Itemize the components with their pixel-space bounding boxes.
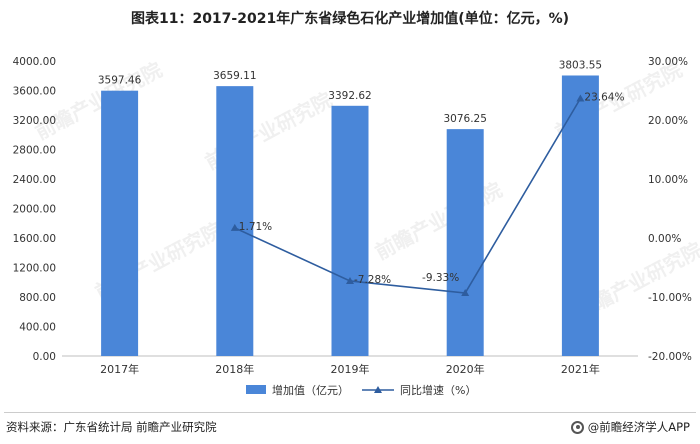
bar — [561, 75, 599, 356]
bar-value-label: 3392.62 — [328, 90, 371, 102]
growth-value-label: -7.28% — [354, 274, 391, 286]
x-tick-label: 2017年 — [100, 362, 139, 376]
bar-value-label: 3803.55 — [559, 59, 602, 71]
growth-marker — [346, 276, 354, 284]
y-right-tick-label: 10.00% — [648, 174, 688, 186]
y-left-tick-label: 800.00 — [19, 292, 56, 304]
legend-line-marker — [374, 386, 382, 393]
brand-tag: @前瞻经济学人APP — [570, 419, 690, 435]
y-left-tick-label: 0.00 — [33, 351, 56, 363]
y-left-tick-label: 2000.00 — [13, 204, 56, 216]
y-left-tick-label: 2800.00 — [13, 145, 56, 157]
watermark-text: 前瞻产业研究院 — [31, 57, 166, 144]
footer-divider — [4, 412, 696, 413]
legend-bar-swatch — [246, 385, 266, 394]
x-tick-label: 2018年 — [215, 362, 254, 376]
bar — [446, 129, 484, 356]
growth-marker — [576, 94, 585, 102]
bar-value-label: 3076.25 — [443, 113, 486, 125]
x-tick-label: 2020年 — [446, 362, 485, 376]
legend-line-label: 同比增速（%） — [400, 383, 476, 397]
growth-value-label: -9.33% — [422, 272, 459, 284]
bar-value-label: 3659.11 — [213, 70, 256, 82]
y-right-tick-label: 0.00% — [648, 233, 681, 245]
y-left-tick-label: 3600.00 — [13, 86, 56, 98]
bar — [331, 105, 369, 356]
growth-marker — [461, 289, 470, 297]
growth-value-label: 1.71% — [239, 221, 272, 233]
y-left-tick-label: 1200.00 — [13, 263, 56, 275]
growth-line — [234, 98, 582, 294]
brand-text: @前瞻经济学人APP — [587, 420, 690, 434]
y-right-tick-label: 30.00% — [648, 56, 688, 68]
source-note: 资料来源：广东省统计局 前瞻产业研究院 — [6, 420, 217, 434]
y-left-tick-label: 400.00 — [19, 322, 56, 334]
y-left-tick-label: 2400.00 — [13, 174, 56, 186]
y-left-tick-label: 4000.00 — [13, 56, 56, 68]
growth-marker — [230, 223, 239, 231]
y-left-tick-label: 3200.00 — [13, 115, 56, 127]
growth-value-label: 23.64% — [584, 92, 624, 104]
brand-logo-icon — [570, 420, 584, 434]
x-tick-label: 2021年 — [561, 362, 600, 376]
bar — [216, 86, 254, 357]
bar — [101, 90, 139, 357]
y-left-tick-label: 1600.00 — [13, 233, 56, 245]
legend-bar-label: 增加值（亿元） — [272, 383, 349, 397]
x-tick-label: 2019年 — [331, 362, 370, 376]
y-right-tick-label: -10.00% — [648, 292, 692, 304]
bar-value-label: 3597.46 — [98, 75, 142, 87]
y-right-tick-label: -20.00% — [648, 351, 692, 363]
y-right-tick-label: 20.00% — [648, 115, 688, 127]
chart-title: 图表11：2017-2021年广东省绿色石化产业增加值(单位：亿元，%) — [130, 11, 570, 27]
watermark-text: 前瞻产业研究院 — [371, 177, 506, 264]
